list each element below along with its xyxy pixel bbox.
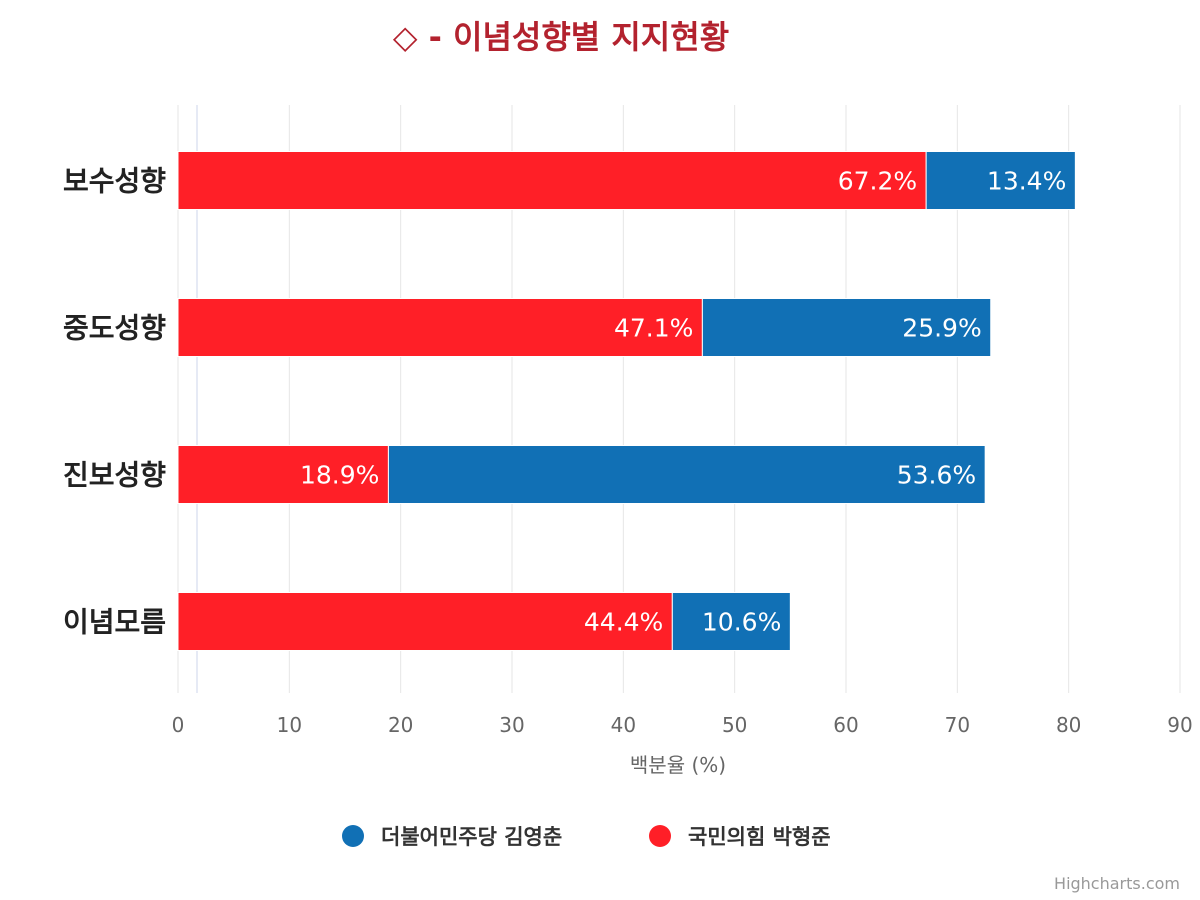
x-tick-label: 0 [172, 713, 185, 737]
data-label: 13.4% [987, 167, 1066, 196]
x-tick-label: 50 [722, 713, 747, 737]
x-tick-label: 60 [833, 713, 858, 737]
category-label: 중도성향 [63, 312, 166, 345]
bar-segment[interactable] [177, 445, 389, 504]
bar-segment[interactable] [671, 592, 791, 651]
x-tick-label: 80 [1056, 713, 1081, 737]
data-label: 25.9% [902, 314, 981, 343]
x-axis-ticks: 0 10 20 30 40 50 60 70 80 90 [172, 713, 1193, 737]
bar-segment[interactable] [701, 298, 992, 357]
legend-item[interactable]: 더불어민주당 김영춘 [342, 825, 562, 849]
x-tick-label: 30 [499, 713, 524, 737]
x-axis-title: 백분율 (%) [630, 753, 726, 777]
category-label: 진보성향 [63, 459, 166, 492]
bar-segment[interactable] [177, 151, 927, 210]
bar-segment[interactable] [387, 445, 986, 504]
legend: 더불어민주당 김영춘 국민의힘 박형준 [342, 825, 831, 849]
legend-label: 더불어민주당 김영춘 [381, 825, 562, 849]
x-tick-label: 40 [611, 713, 636, 737]
legend-symbol [649, 825, 671, 847]
category-label: 이념모름 [63, 606, 166, 639]
x-tick-label: 20 [388, 713, 413, 737]
data-label: 47.1% [614, 314, 693, 343]
legend-item[interactable]: 국민의힘 박형준 [649, 825, 831, 849]
bar-segment[interactable] [177, 592, 673, 651]
bar-segment[interactable] [925, 151, 1076, 210]
bars: 67.2% 13.4% 47.1% 25.9% 18.9% 53.6% 44.4% 10.6% [177, 151, 1076, 651]
x-tick-label: 90 [1167, 713, 1192, 737]
x-tick-label: 70 [945, 713, 970, 737]
data-label: 53.6% [897, 461, 976, 490]
x-tick-label: 10 [277, 713, 302, 737]
category-label: 보수성향 [63, 165, 166, 198]
legend-label: 국민의힘 박형준 [688, 825, 831, 849]
legend-symbol [342, 825, 364, 847]
data-label: 44.4% [584, 608, 663, 637]
bar-segment[interactable] [177, 298, 703, 357]
data-label: 67.2% [838, 167, 917, 196]
credits-link[interactable]: Highcharts.com [1054, 874, 1180, 893]
data-label: 18.9% [300, 461, 379, 490]
chart-title: ◇ - 이념성향별 지지현황 [393, 18, 729, 56]
data-label: 10.6% [702, 608, 781, 637]
